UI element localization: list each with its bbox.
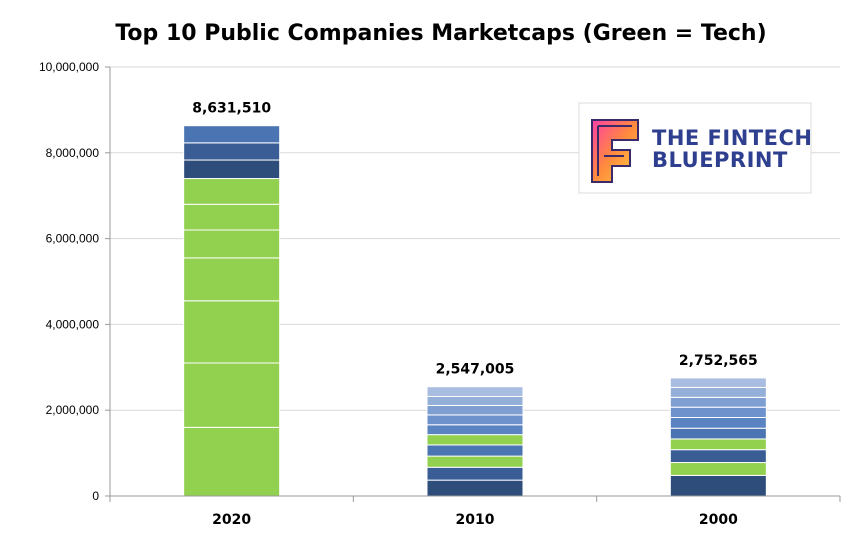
bar-total-label: 2,752,565 (679, 353, 758, 369)
bar-stack-2000 (669, 377, 767, 497)
bar-segment-tech (426, 434, 524, 446)
bar-segment-tech (183, 257, 281, 302)
bar-segment-non-tech (426, 414, 524, 426)
bar-segment-non-tech (669, 416, 767, 429)
bar-segment-non-tech (669, 449, 767, 464)
x-tick-label: 2020 (212, 512, 251, 528)
bar-segment-non-tech (426, 466, 524, 481)
y-tick-label: 10,000,000 (39, 60, 99, 74)
y-tick-label: 6,000,000 (46, 232, 100, 246)
logo-text-line1: THE FINTECH (652, 126, 812, 150)
bar-stack-2010 (426, 386, 524, 497)
fintech-blueprint-logo: THE FINTECH BLUEPRINT (578, 102, 812, 194)
bar-total-label: 8,631,510 (192, 101, 271, 117)
x-axis-ticks: 2020 2010 2000 (212, 512, 738, 528)
bar-segment-non-tech (426, 386, 524, 397)
axes (109, 67, 841, 502)
bar-segment-tech (183, 229, 281, 259)
bar-total-labels: 8,631,510 2,547,005 2,752,565 (192, 101, 757, 378)
letter-f-gradient-icon (591, 119, 639, 183)
bar-segment-non-tech (669, 396, 767, 408)
y-tick-label: 4,000,000 (46, 317, 100, 331)
bar-segment-tech (426, 455, 524, 468)
y-tick-label: 8,000,000 (46, 146, 100, 160)
bar-segment-non-tech (669, 377, 767, 388)
y-tick-label: 0 (92, 489, 99, 503)
y-tick-label: 2,000,000 (46, 403, 100, 417)
bar-segment-non-tech (426, 424, 524, 436)
bar-segment-tech (183, 203, 281, 231)
bar-segment-non-tech (669, 406, 767, 418)
bar-segment-tech (183, 362, 281, 428)
bar-segment-non-tech (183, 125, 281, 144)
x-tick-label: 2000 (699, 512, 738, 528)
bar-segment-non-tech (669, 427, 767, 440)
bar-segment-non-tech (426, 444, 524, 457)
bar-segment-non-tech (426, 395, 524, 406)
bars (183, 125, 767, 497)
bar-segment-non-tech (669, 474, 767, 497)
bar-segment-non-tech (426, 404, 524, 416)
bar-stack-2020 (183, 125, 281, 497)
bar-segment-non-tech (183, 159, 281, 180)
bar-segment-tech (183, 300, 281, 364)
chart-title: Top 10 Public Companies Marketcaps (Gree… (115, 21, 766, 46)
y-axis-ticks: 0 2,000,000 4,000,000 6,000,000 8,000,000 10,… (39, 60, 110, 503)
bar-segment-tech (183, 178, 281, 205)
bar-segment-non-tech (426, 479, 524, 497)
logo-box (578, 102, 812, 194)
bar-total-label: 2,547,005 (436, 362, 515, 378)
bar-segment-tech (669, 462, 767, 476)
bar-segment-non-tech (183, 142, 281, 161)
logo-text-line2: BLUEPRINT (652, 148, 788, 172)
bar-segment-tech (183, 426, 281, 497)
bar-segment-non-tech (669, 386, 767, 398)
x-tick-label: 2010 (456, 512, 495, 528)
bar-segment-tech (669, 438, 767, 451)
